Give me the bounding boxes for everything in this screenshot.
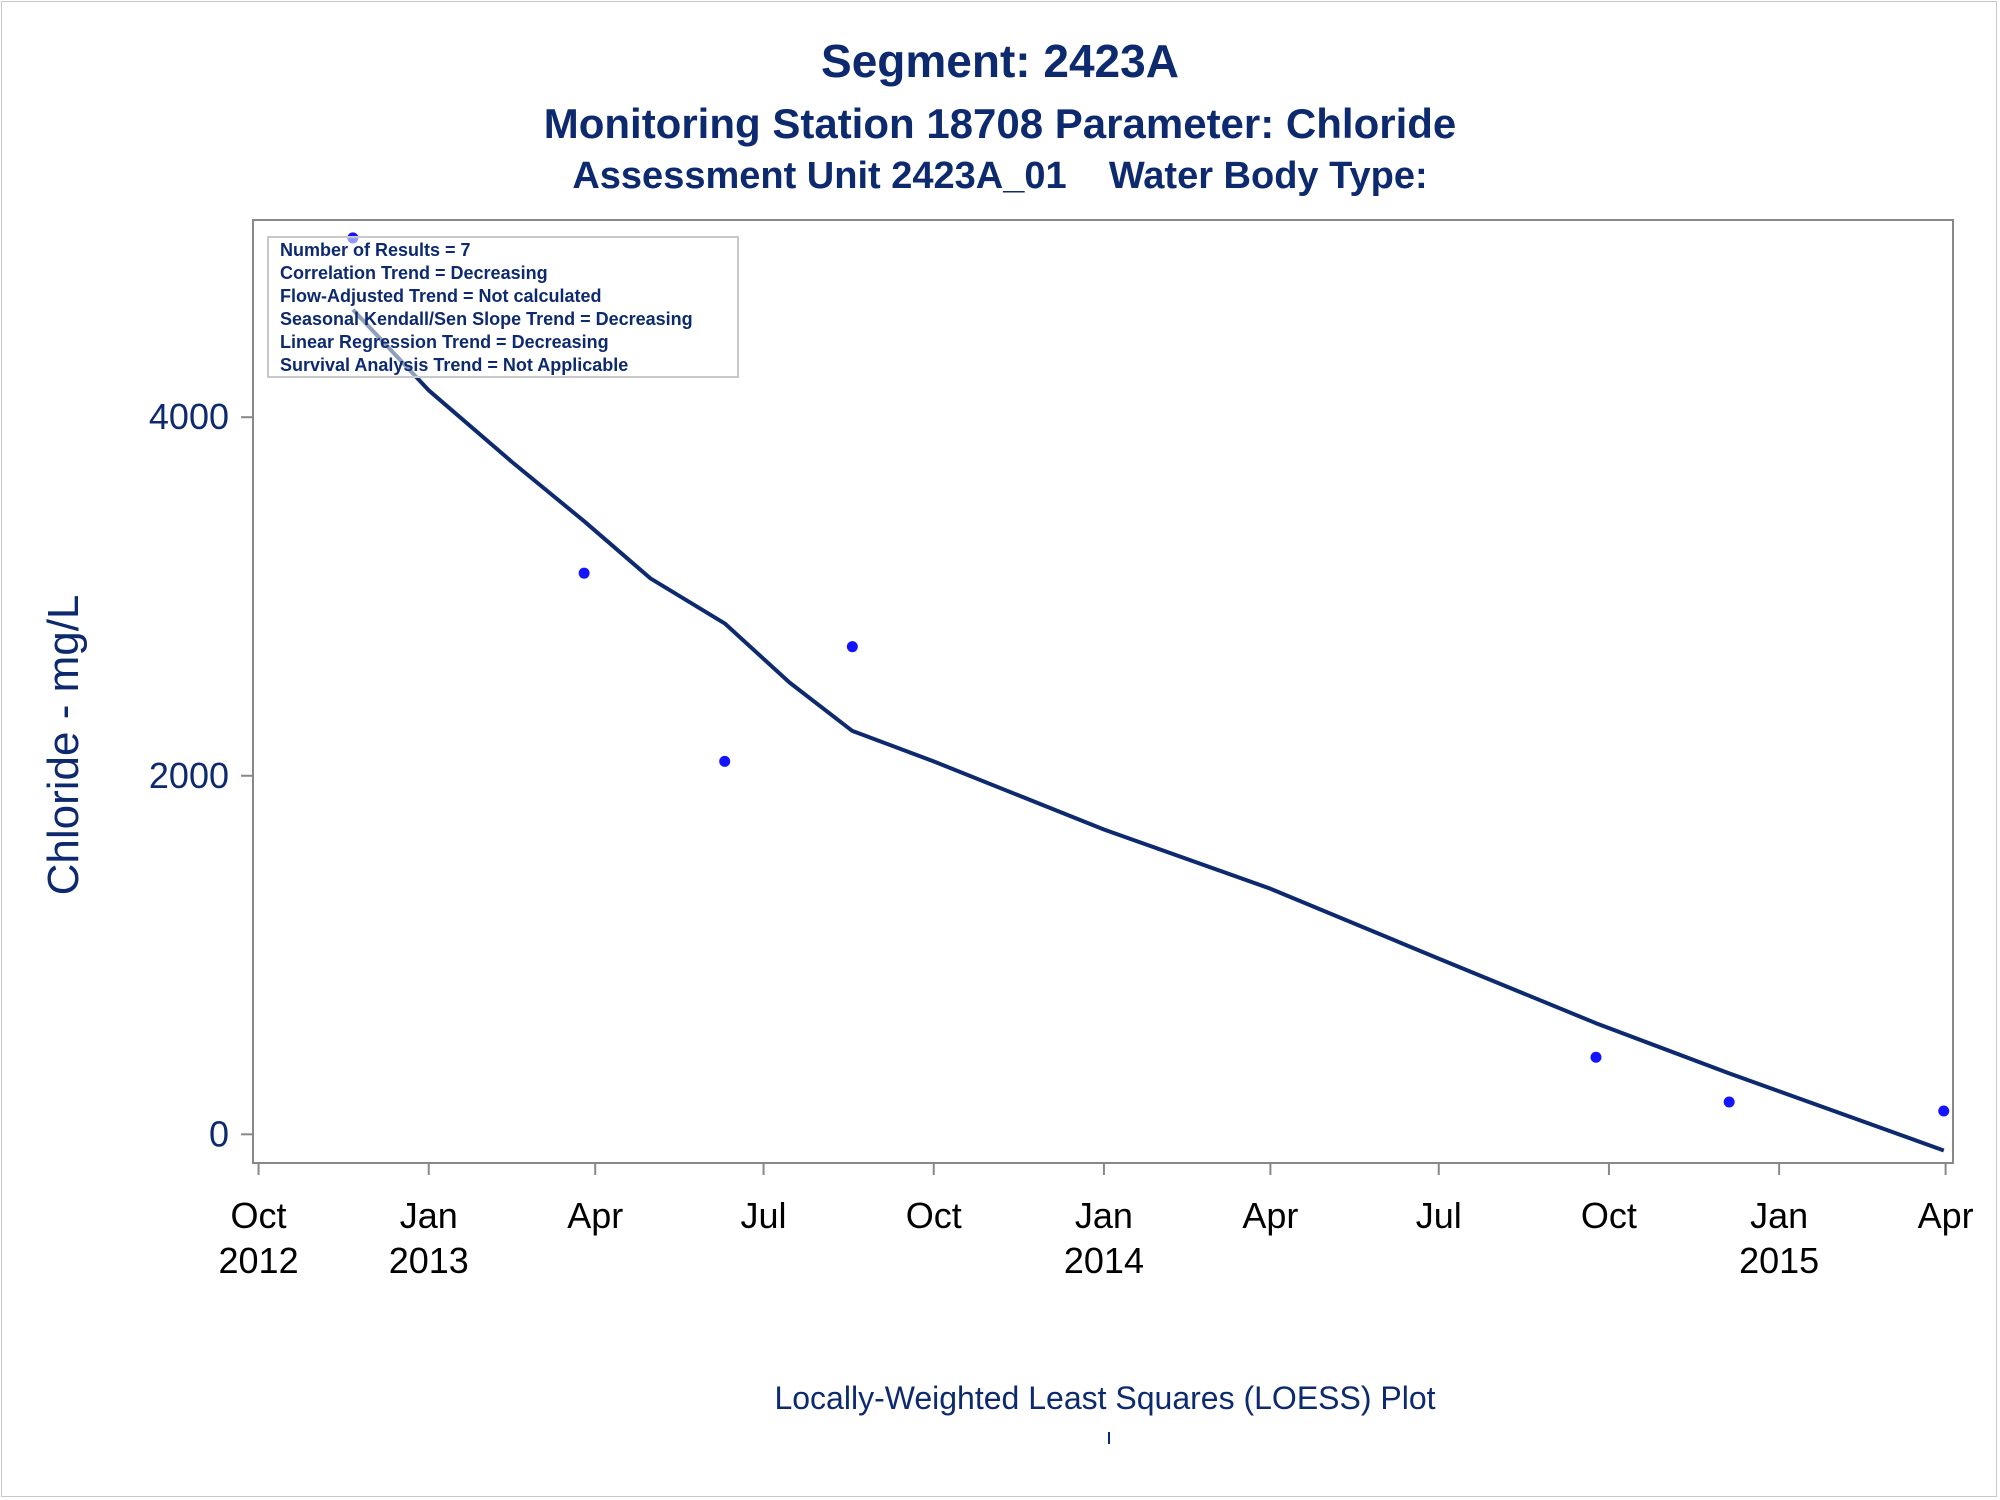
data-point xyxy=(1590,1051,1602,1063)
y-tick-label: 0 xyxy=(209,1113,229,1154)
x-tick-label-month: Jul xyxy=(1416,1195,1462,1236)
trend-summary-box: Number of Results = 7 Correlation Trend =… xyxy=(267,236,739,378)
y-axis-label: Chloride - mg/L xyxy=(39,595,88,896)
x-tick-label-month: Jan xyxy=(1075,1195,1133,1236)
trend-summary-line: Survival Analysis Trend = Not Applicable xyxy=(280,355,628,375)
x-tick-label-month: Apr xyxy=(1242,1195,1298,1236)
x-tick-label-year: 2015 xyxy=(1739,1240,1819,1281)
data-point xyxy=(846,641,858,653)
x-tick-label-month: Apr xyxy=(1918,1195,1974,1236)
x-tick-label-year: 2013 xyxy=(389,1240,469,1281)
chart-footnote: Locally-Weighted Least Squares (LOESS) P… xyxy=(774,1380,1436,1416)
chart-subtitle-station: Monitoring Station 18708 Parameter: Chlo… xyxy=(543,100,1457,147)
trend-summary-line: Correlation Trend = Decreasing xyxy=(280,263,548,283)
trend-summary-line: Flow-Adjusted Trend = Not calculated xyxy=(280,286,602,306)
y-axis: 0 2000 4000 xyxy=(149,396,253,1154)
data-point xyxy=(1938,1105,1950,1117)
x-tick-label-month: Jan xyxy=(400,1195,458,1236)
trend-summary-line: Linear Regression Trend = Decreasing xyxy=(280,332,609,352)
y-tick-label: 4000 xyxy=(149,396,229,437)
trend-summary-border xyxy=(267,236,739,378)
x-tick-label-month: Oct xyxy=(231,1195,287,1236)
y-tick-label: 2000 xyxy=(149,755,229,796)
data-point xyxy=(719,755,731,767)
x-tick-label-month: Oct xyxy=(1581,1195,1637,1236)
x-tick-label-month: Jan xyxy=(1750,1195,1808,1236)
data-point xyxy=(578,567,590,579)
chart-title: Segment: 2423A xyxy=(821,35,1179,87)
x-tick-label-year: 2012 xyxy=(219,1240,299,1281)
x-tick-label-month: Jul xyxy=(741,1195,787,1236)
trend-summary-line: Number of Results = 7 xyxy=(280,240,471,260)
footnote-mark xyxy=(1108,1432,1110,1444)
x-tick-label-month: Oct xyxy=(906,1195,962,1236)
loess-curve-layer xyxy=(351,308,1945,1153)
trend-summary-line: Seasonal Kendall/Sen Slope Trend = Decre… xyxy=(280,309,693,329)
x-tick-label-month: Apr xyxy=(567,1195,623,1236)
x-tick-label-year: 2014 xyxy=(1064,1240,1144,1281)
chart-subtitle-assessment: Assessment Unit 2423A_01 Water Body Type… xyxy=(572,155,1428,197)
data-point xyxy=(1723,1096,1735,1108)
loess-curve-line xyxy=(351,308,1945,1153)
